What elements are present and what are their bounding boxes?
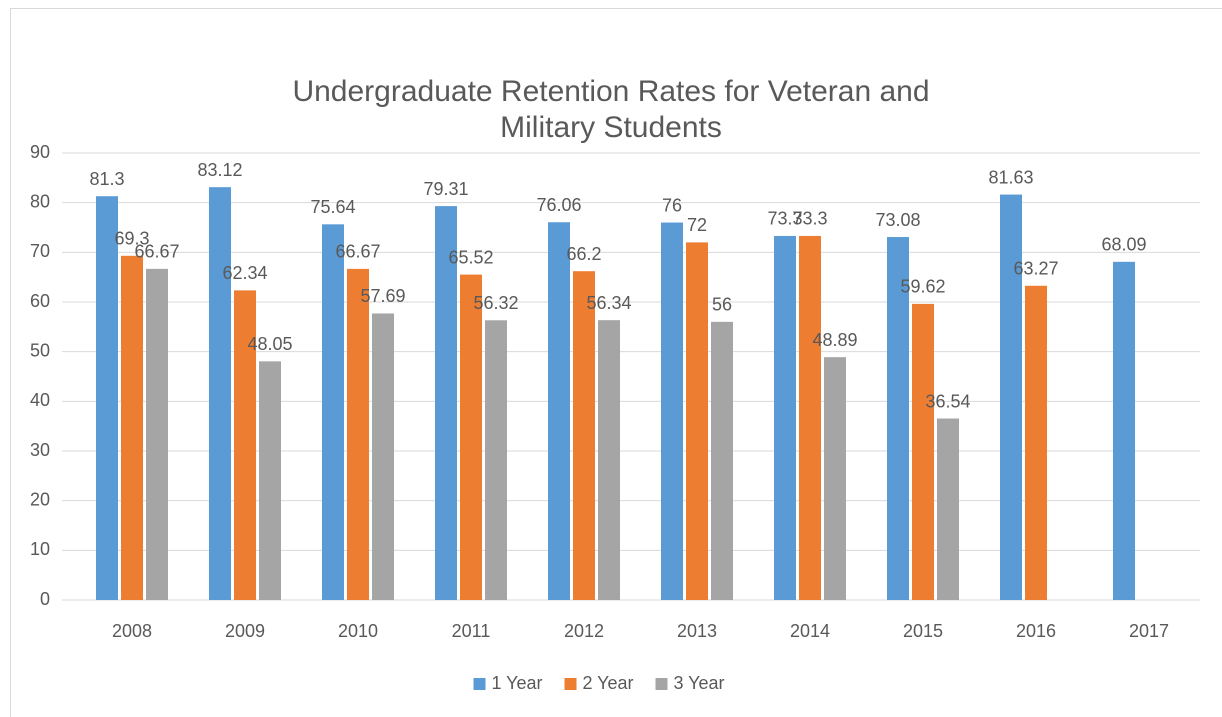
y-tick-label: 80 <box>30 191 50 211</box>
bar <box>799 235 821 600</box>
legend-label: 2 Year <box>583 673 634 693</box>
x-tick-label: 2014 <box>790 621 830 641</box>
data-label: 48.89 <box>812 330 857 350</box>
data-label: 48.05 <box>247 334 292 354</box>
data-label: 73.3 <box>792 209 827 229</box>
x-tick-label: 2017 <box>1129 621 1169 641</box>
data-label: 56.34 <box>586 293 631 313</box>
data-label: 72 <box>687 215 707 235</box>
bar <box>1000 194 1022 601</box>
legend-swatch <box>655 678 668 690</box>
data-label: 56 <box>712 295 732 315</box>
data-label: 57.69 <box>360 286 405 306</box>
data-label: 81.63 <box>988 167 1033 187</box>
y-tick-label: 50 <box>30 340 50 360</box>
data-label: 76 <box>662 195 682 215</box>
bar <box>322 224 344 600</box>
bar <box>912 303 934 600</box>
data-label: 66.67 <box>335 242 380 262</box>
y-tick-label: 60 <box>30 291 50 311</box>
bar <box>887 237 909 600</box>
data-label: 75.64 <box>310 197 355 217</box>
data-label: 73.08 <box>875 210 920 230</box>
bar <box>573 271 595 600</box>
data-label: 56.32 <box>473 293 518 313</box>
bar <box>824 357 846 600</box>
x-tick-label: 2008 <box>112 621 152 641</box>
data-label: 83.12 <box>197 160 242 180</box>
data-label: 79.31 <box>423 179 468 199</box>
bar <box>548 222 570 600</box>
data-label: 76.06 <box>536 195 581 215</box>
data-label: 63.27 <box>1013 259 1058 279</box>
legend-swatch <box>473 678 486 690</box>
y-tick-label: 30 <box>30 440 50 460</box>
data-label: 65.52 <box>448 247 493 267</box>
data-label: 66.67 <box>134 242 179 262</box>
x-tick-label: 2016 <box>1016 621 1056 641</box>
y-tick-label: 40 <box>30 390 50 410</box>
bar <box>485 320 507 600</box>
data-label: 73.3 <box>767 209 802 229</box>
data-label: 81.3 <box>89 169 124 189</box>
bar <box>121 255 143 600</box>
bar <box>774 235 796 600</box>
data-label: 59.62 <box>900 277 945 297</box>
data-label: 68.09 <box>1101 235 1146 255</box>
chart-border <box>10 8 1222 717</box>
bar <box>259 361 281 600</box>
y-tick-label: 10 <box>30 539 50 559</box>
bar <box>711 321 733 600</box>
bar <box>372 313 394 600</box>
x-tick-label: 2009 <box>225 621 265 641</box>
bar <box>1113 261 1135 600</box>
x-tick-label: 2015 <box>903 621 943 641</box>
data-label: 36.54 <box>925 391 970 411</box>
x-tick-label: 2011 <box>452 621 491 641</box>
y-tick-label: 20 <box>30 489 50 509</box>
data-label: 62.34 <box>222 263 267 283</box>
bar <box>661 222 683 601</box>
bar <box>598 320 620 600</box>
bar <box>347 268 369 600</box>
bar <box>209 187 231 601</box>
x-tick-label: 2012 <box>564 621 604 641</box>
bar <box>937 418 959 600</box>
legend-label: 3 Year <box>674 673 725 693</box>
y-tick-label: 90 <box>30 142 50 162</box>
chart-title: Undergraduate Retention Rates for Vetera… <box>292 75 930 144</box>
bar <box>234 290 256 600</box>
bar <box>460 274 482 600</box>
bar <box>1025 285 1047 600</box>
y-tick-label: 70 <box>30 241 50 261</box>
bar <box>435 206 457 600</box>
x-tick-label: 2010 <box>338 621 378 641</box>
data-label: 66.2 <box>566 244 601 264</box>
bar <box>96 196 118 600</box>
y-tick-label: 0 <box>40 589 50 609</box>
bar <box>146 268 168 600</box>
legend-swatch <box>564 678 577 690</box>
x-tick-label: 2013 <box>677 621 717 641</box>
data-label: 69.3 <box>114 229 149 249</box>
bar <box>686 242 708 600</box>
legend-label: 1 Year <box>492 673 543 693</box>
